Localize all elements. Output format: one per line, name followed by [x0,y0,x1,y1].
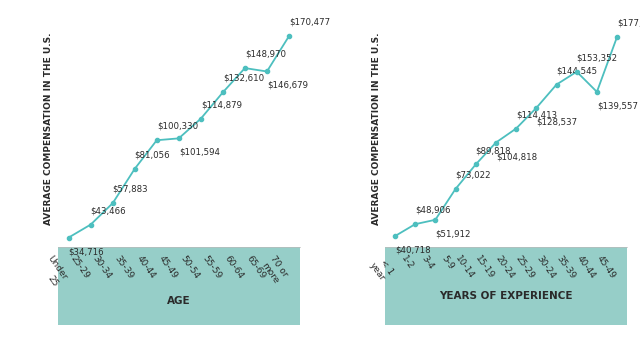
Text: $51,912: $51,912 [435,229,471,238]
Text: $101,594: $101,594 [179,148,220,157]
X-axis label: YEARS OF EXPERIENCE: YEARS OF EXPERIENCE [439,290,573,301]
Text: $104,818: $104,818 [496,152,537,161]
Text: $40,718: $40,718 [395,246,431,254]
Text: $81,056: $81,056 [135,150,170,159]
Text: $57,883: $57,883 [113,185,148,194]
Text: $144,545: $144,545 [557,66,598,75]
Text: $114,413: $114,413 [516,110,557,119]
Text: $34,716: $34,716 [68,247,104,256]
X-axis label: AGE: AGE [167,296,191,306]
Text: $128,537: $128,537 [536,117,577,126]
Text: $146,679: $146,679 [267,81,308,90]
Text: $100,330: $100,330 [157,122,198,131]
Text: $139,557: $139,557 [597,101,638,110]
Text: $114,879: $114,879 [201,100,242,109]
Text: $177,289: $177,289 [617,19,640,27]
Text: $153,352: $153,352 [577,53,618,62]
Text: $48,906: $48,906 [415,206,451,215]
Text: $89,818: $89,818 [476,146,511,155]
Text: $170,477: $170,477 [289,18,330,27]
Text: $132,610: $132,610 [223,74,264,83]
Y-axis label: AVERAGE COMPENSATION IN THE U.S.: AVERAGE COMPENSATION IN THE U.S. [372,33,381,225]
Y-axis label: AVERAGE COMPENSATION IN THE U.S.: AVERAGE COMPENSATION IN THE U.S. [44,33,53,225]
Text: $148,970: $148,970 [245,50,286,59]
Text: $73,022: $73,022 [456,171,491,180]
Text: $43,466: $43,466 [91,206,126,215]
